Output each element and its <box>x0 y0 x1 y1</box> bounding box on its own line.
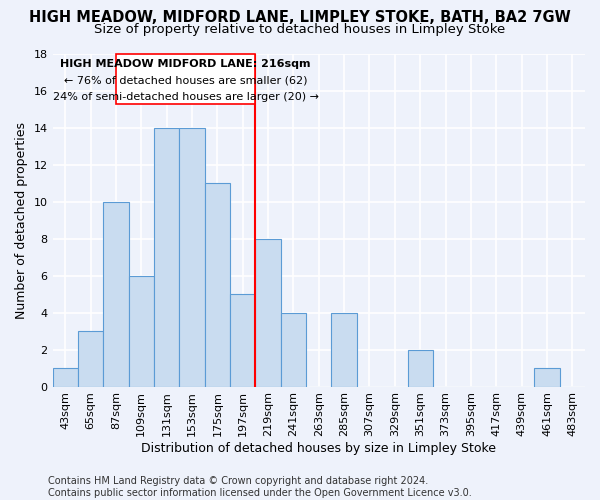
Text: HIGH MEADOW MIDFORD LANE: 216sqm: HIGH MEADOW MIDFORD LANE: 216sqm <box>61 58 311 68</box>
Text: ← 76% of detached houses are smaller (62): ← 76% of detached houses are smaller (62… <box>64 75 307 85</box>
Bar <box>78 331 103 386</box>
Bar <box>230 294 256 386</box>
Bar <box>205 184 230 386</box>
Bar <box>103 202 128 386</box>
Text: HIGH MEADOW, MIDFORD LANE, LIMPLEY STOKE, BATH, BA2 7GW: HIGH MEADOW, MIDFORD LANE, LIMPLEY STOKE… <box>29 10 571 25</box>
Bar <box>407 350 433 387</box>
X-axis label: Distribution of detached houses by size in Limpley Stoke: Distribution of detached houses by size … <box>141 442 496 455</box>
Y-axis label: Number of detached properties: Number of detached properties <box>15 122 28 319</box>
Text: Size of property relative to detached houses in Limpley Stoke: Size of property relative to detached ho… <box>94 22 506 36</box>
Text: 24% of semi-detached houses are larger (20) →: 24% of semi-detached houses are larger (… <box>53 92 319 102</box>
Bar <box>128 276 154 386</box>
Bar <box>179 128 205 386</box>
Bar <box>331 312 357 386</box>
Text: Contains HM Land Registry data © Crown copyright and database right 2024.
Contai: Contains HM Land Registry data © Crown c… <box>48 476 472 498</box>
Bar <box>256 239 281 386</box>
Bar <box>53 368 78 386</box>
Bar <box>154 128 179 386</box>
FancyBboxPatch shape <box>116 54 256 104</box>
Bar <box>534 368 560 386</box>
Bar <box>281 312 306 386</box>
